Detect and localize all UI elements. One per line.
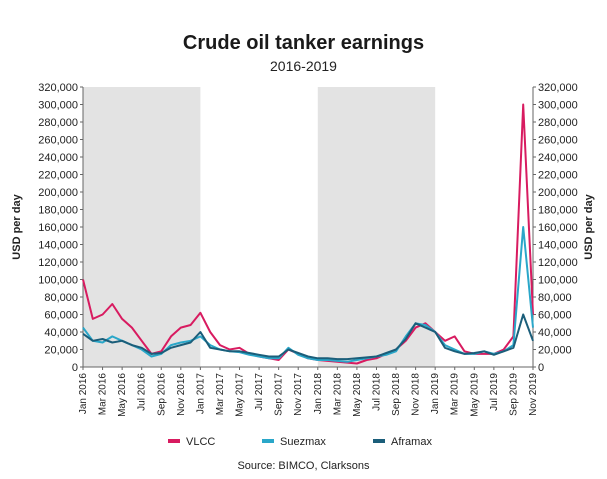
chart-title: Crude oil tanker earnings: [182, 32, 425, 54]
x-tick-label: May 2019: [469, 373, 480, 417]
x-tick-label: Jul 2018: [371, 373, 382, 411]
source-note: Source: BIMCO, Clarksons: [237, 460, 370, 472]
y-tick-label-left: 20,000: [44, 345, 78, 357]
x-tick-label: Mar 2016: [98, 373, 109, 416]
y-tick-label-right: 240,000: [538, 152, 578, 164]
shaded-periods: [83, 87, 436, 367]
x-tick-label: Jul 2017: [254, 373, 265, 411]
y-tick-label-left: 80,000: [44, 292, 78, 304]
y-tick-label-right: 220,000: [538, 170, 578, 182]
x-tick-label: May 2016: [117, 373, 128, 417]
y-tick-label-left: 100,000: [38, 275, 78, 287]
y-tick-label-right: 40,000: [538, 327, 572, 339]
y-tick-label-right: 0: [538, 362, 544, 374]
x-tick-label: Jan 2018: [313, 373, 324, 415]
shaded-period-1: [83, 87, 201, 367]
y-tick-label-left: 120,000: [38, 257, 78, 269]
x-tick-label: Nov 2018: [411, 373, 422, 416]
y-tick-label-left: 160,000: [38, 222, 78, 234]
y-tick-label-right: 160,000: [538, 222, 578, 234]
chart-subtitle: 2016-2019: [270, 58, 337, 74]
y-tick-label-left: 0: [72, 362, 78, 374]
y-tick-label-left: 220,000: [38, 170, 78, 182]
x-tick-label: Sep 2017: [274, 373, 285, 416]
y-tick-label-right: 320,000: [538, 82, 578, 94]
x-tick-label: Jul 2016: [137, 373, 148, 411]
y-tick-label-right: 120,000: [538, 257, 578, 269]
x-tick-label: Nov 2017: [293, 373, 304, 416]
x-tick-label: May 2018: [352, 373, 363, 417]
y-tick-label-right: 80,000: [538, 292, 572, 304]
y-tick-label-right: 100,000: [538, 275, 578, 287]
legend-label-vlcc: VLCC: [186, 436, 215, 448]
x-tick-label: Mar 2017: [215, 373, 226, 416]
legend-label-aframax: Aframax: [391, 436, 432, 448]
y-tick-label-left: 240,000: [38, 152, 78, 164]
x-tick-label: May 2017: [235, 373, 246, 417]
series-line-aframax: [82, 313, 534, 361]
x-tick-label: Mar 2018: [332, 373, 343, 416]
y-axis-title-right: USD per day: [583, 193, 595, 259]
y-tick-label-right: 60,000: [538, 310, 572, 322]
y-tick-label-right: 20,000: [538, 345, 572, 357]
x-tick-label: Nov 2019: [528, 373, 539, 416]
series-lines: [82, 103, 534, 365]
legend-label-suezmax: Suezmax: [280, 436, 326, 448]
shaded-period-2: [317, 87, 436, 367]
y-tick-label-right: 280,000: [538, 117, 578, 129]
legend: VLCC Suezmax Aframax: [168, 436, 432, 448]
x-tick-label: Jan 2017: [195, 373, 206, 415]
y-tick-label-left: 320,000: [38, 82, 78, 94]
y-tick-label-right: 260,000: [538, 135, 578, 147]
y-tick-label-left: 140,000: [38, 240, 78, 252]
y-tick-label-right: 140,000: [538, 240, 578, 252]
y-tick-label-left: 300,000: [38, 100, 78, 112]
y-tick-label-right: 200,000: [538, 187, 578, 199]
y-tick-label-left: 200,000: [38, 187, 78, 199]
y-tick-label-right: 300,000: [538, 100, 578, 112]
x-tick-label: Mar 2019: [450, 373, 461, 416]
y-tick-label-right: 180,000: [538, 205, 578, 217]
series-line-suezmax: [82, 226, 534, 363]
x-tick-label: Sep 2019: [508, 373, 519, 416]
x-tick-label: Nov 2016: [176, 373, 187, 416]
axes: 0 0 20,000 20,000 40,000 40,000 60,000 60,000 80…: [11, 82, 595, 417]
y-tick-label-left: 280,000: [38, 117, 78, 129]
y-axis-title-left: USD per day: [11, 193, 23, 259]
x-tick-label: Jan 2019: [430, 373, 441, 415]
x-tick-label: Sep 2018: [391, 373, 402, 416]
y-tick-label-left: 40,000: [44, 327, 78, 339]
x-tick-label: Jan 2016: [78, 373, 89, 415]
x-tick-label: Jul 2019: [489, 373, 500, 411]
y-tick-label-left: 60,000: [44, 310, 78, 322]
y-tick-label-left: 180,000: [38, 205, 78, 217]
y-tick-label-left: 260,000: [38, 135, 78, 147]
x-tick-label: Sep 2016: [156, 373, 167, 416]
